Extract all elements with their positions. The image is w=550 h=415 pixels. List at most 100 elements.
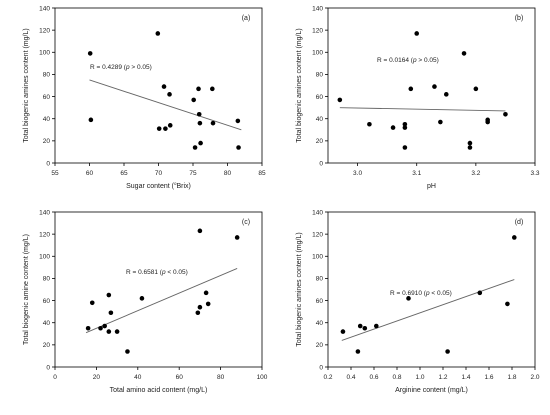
data-point [210,120,216,126]
x-tick-label: 2.0 [530,374,539,381]
x-tick-label: 65 [120,170,128,177]
y-tick-label: 20 [43,138,51,145]
panel-label: (d) [515,219,524,226]
x-tick-label: 80 [217,374,225,381]
data-point [461,51,467,56]
data-point [505,301,510,307]
x-tick-label: 20 [93,374,101,381]
panel-label: (b) [515,15,524,22]
y-tick-label: 20 [316,342,324,349]
y-tick-label: 80 [316,72,324,79]
data-point [337,97,343,103]
data-point [195,310,201,316]
data-point [163,126,168,131]
data-point [108,310,114,316]
x-tick-label: 3.2 [471,170,480,177]
y-tick-label: 100 [312,254,323,261]
x-axis-label: Arginine content (mg/L) [395,387,468,394]
correlation-annotation: R = 0.6910 (p < 0.05) [390,290,452,297]
data-point [402,121,408,127]
x-axis-label: Sugar content (oBrix) [126,181,191,190]
data-point [340,329,346,334]
data-point [196,86,201,92]
y-tick-label: 0 [46,364,50,371]
data-point [374,323,379,329]
y-tick-label: 60 [43,298,51,305]
data-point [210,86,215,92]
data-point [406,296,411,301]
x-tick-label: 0.6 [369,374,378,381]
x-tick-label: 55 [51,170,59,177]
correlation-annotation: R = 0.6581 (p < 0.05) [126,269,188,276]
trendline [339,107,506,112]
panel-label: (c) [242,219,250,226]
x-tick-label: 70 [155,170,163,177]
y-tick-label: 60 [316,298,324,305]
data-point [156,126,162,131]
y-tick-label: 40 [43,116,51,123]
data-point [167,92,172,97]
data-point [402,125,408,130]
y-tick-label: 100 [39,50,50,57]
data-point [355,349,361,354]
x-tick-label: 75 [189,170,197,177]
x-tick-label: 1.4 [461,374,470,381]
panel-a: 55 60 65 70 75 80 85 0 20 40 60 80 100 120 140 Total bi… [23,5,266,190]
data-point [445,349,450,354]
data-point [467,145,473,150]
x-tick-label: 60 [176,374,184,381]
y-axis-label: Total biogenic amines content (mg/L) [23,28,30,142]
x-tick-label: 60 [86,170,94,177]
data-point [85,325,91,331]
data-point [87,51,93,56]
correlation-annotation: R = 0.4289 (p > 0.05) [90,64,152,71]
x-axis-label: Total amino acid content (mg/L) [110,387,208,394]
y-tick-label: 120 [39,27,50,34]
data-point [357,323,363,329]
x-tick-label: 1.2 [438,374,447,381]
y-tick-label: 120 [312,231,323,238]
data-point [512,235,517,240]
y-tick-label: 120 [312,27,323,34]
data-point [438,119,443,125]
data-point [203,290,209,296]
data-point [155,31,161,36]
data-point [197,304,203,310]
data-point [477,290,483,296]
x-tick-label: 40 [134,374,142,381]
trendline [85,268,238,334]
x-tick-label: 3.1 [412,170,421,177]
data-point [473,86,479,92]
data-point [88,117,94,123]
x-tick-label: 0.4 [346,374,355,381]
y-tick-label: 0 [46,160,50,167]
data-point [362,325,368,331]
data-point [102,323,107,329]
y-tick-label: 0 [319,364,323,371]
x-tick-label: 3.0 [353,170,362,177]
data-point [139,296,145,301]
y-axis-label: Total biogenic amines content (mg/L) [296,28,303,142]
x-tick-label: 80 [224,170,232,177]
data-point [114,329,120,334]
data-point [198,140,203,146]
plot-frame [327,211,536,368]
data-point [125,349,130,354]
panel-d: 0.2 0.4 0.6 0.8 1.0 1.2 1.4 1.6 1.8 2.0 0 20 40 60 80 1… [296,209,540,394]
trendline [341,279,515,341]
data-point [443,92,449,97]
data-point [367,121,372,127]
data-point [467,140,473,146]
data-point [196,111,202,117]
plot-frame [54,211,263,368]
x-tick-label: 0 [53,374,57,381]
trendline [89,79,242,131]
data-point [235,118,241,124]
x-tick-label: 0.8 [392,374,401,381]
y-tick-label: 60 [43,94,51,101]
panel-label: (a) [242,15,251,22]
data-point [408,86,414,92]
y-tick-label: 80 [43,276,51,283]
